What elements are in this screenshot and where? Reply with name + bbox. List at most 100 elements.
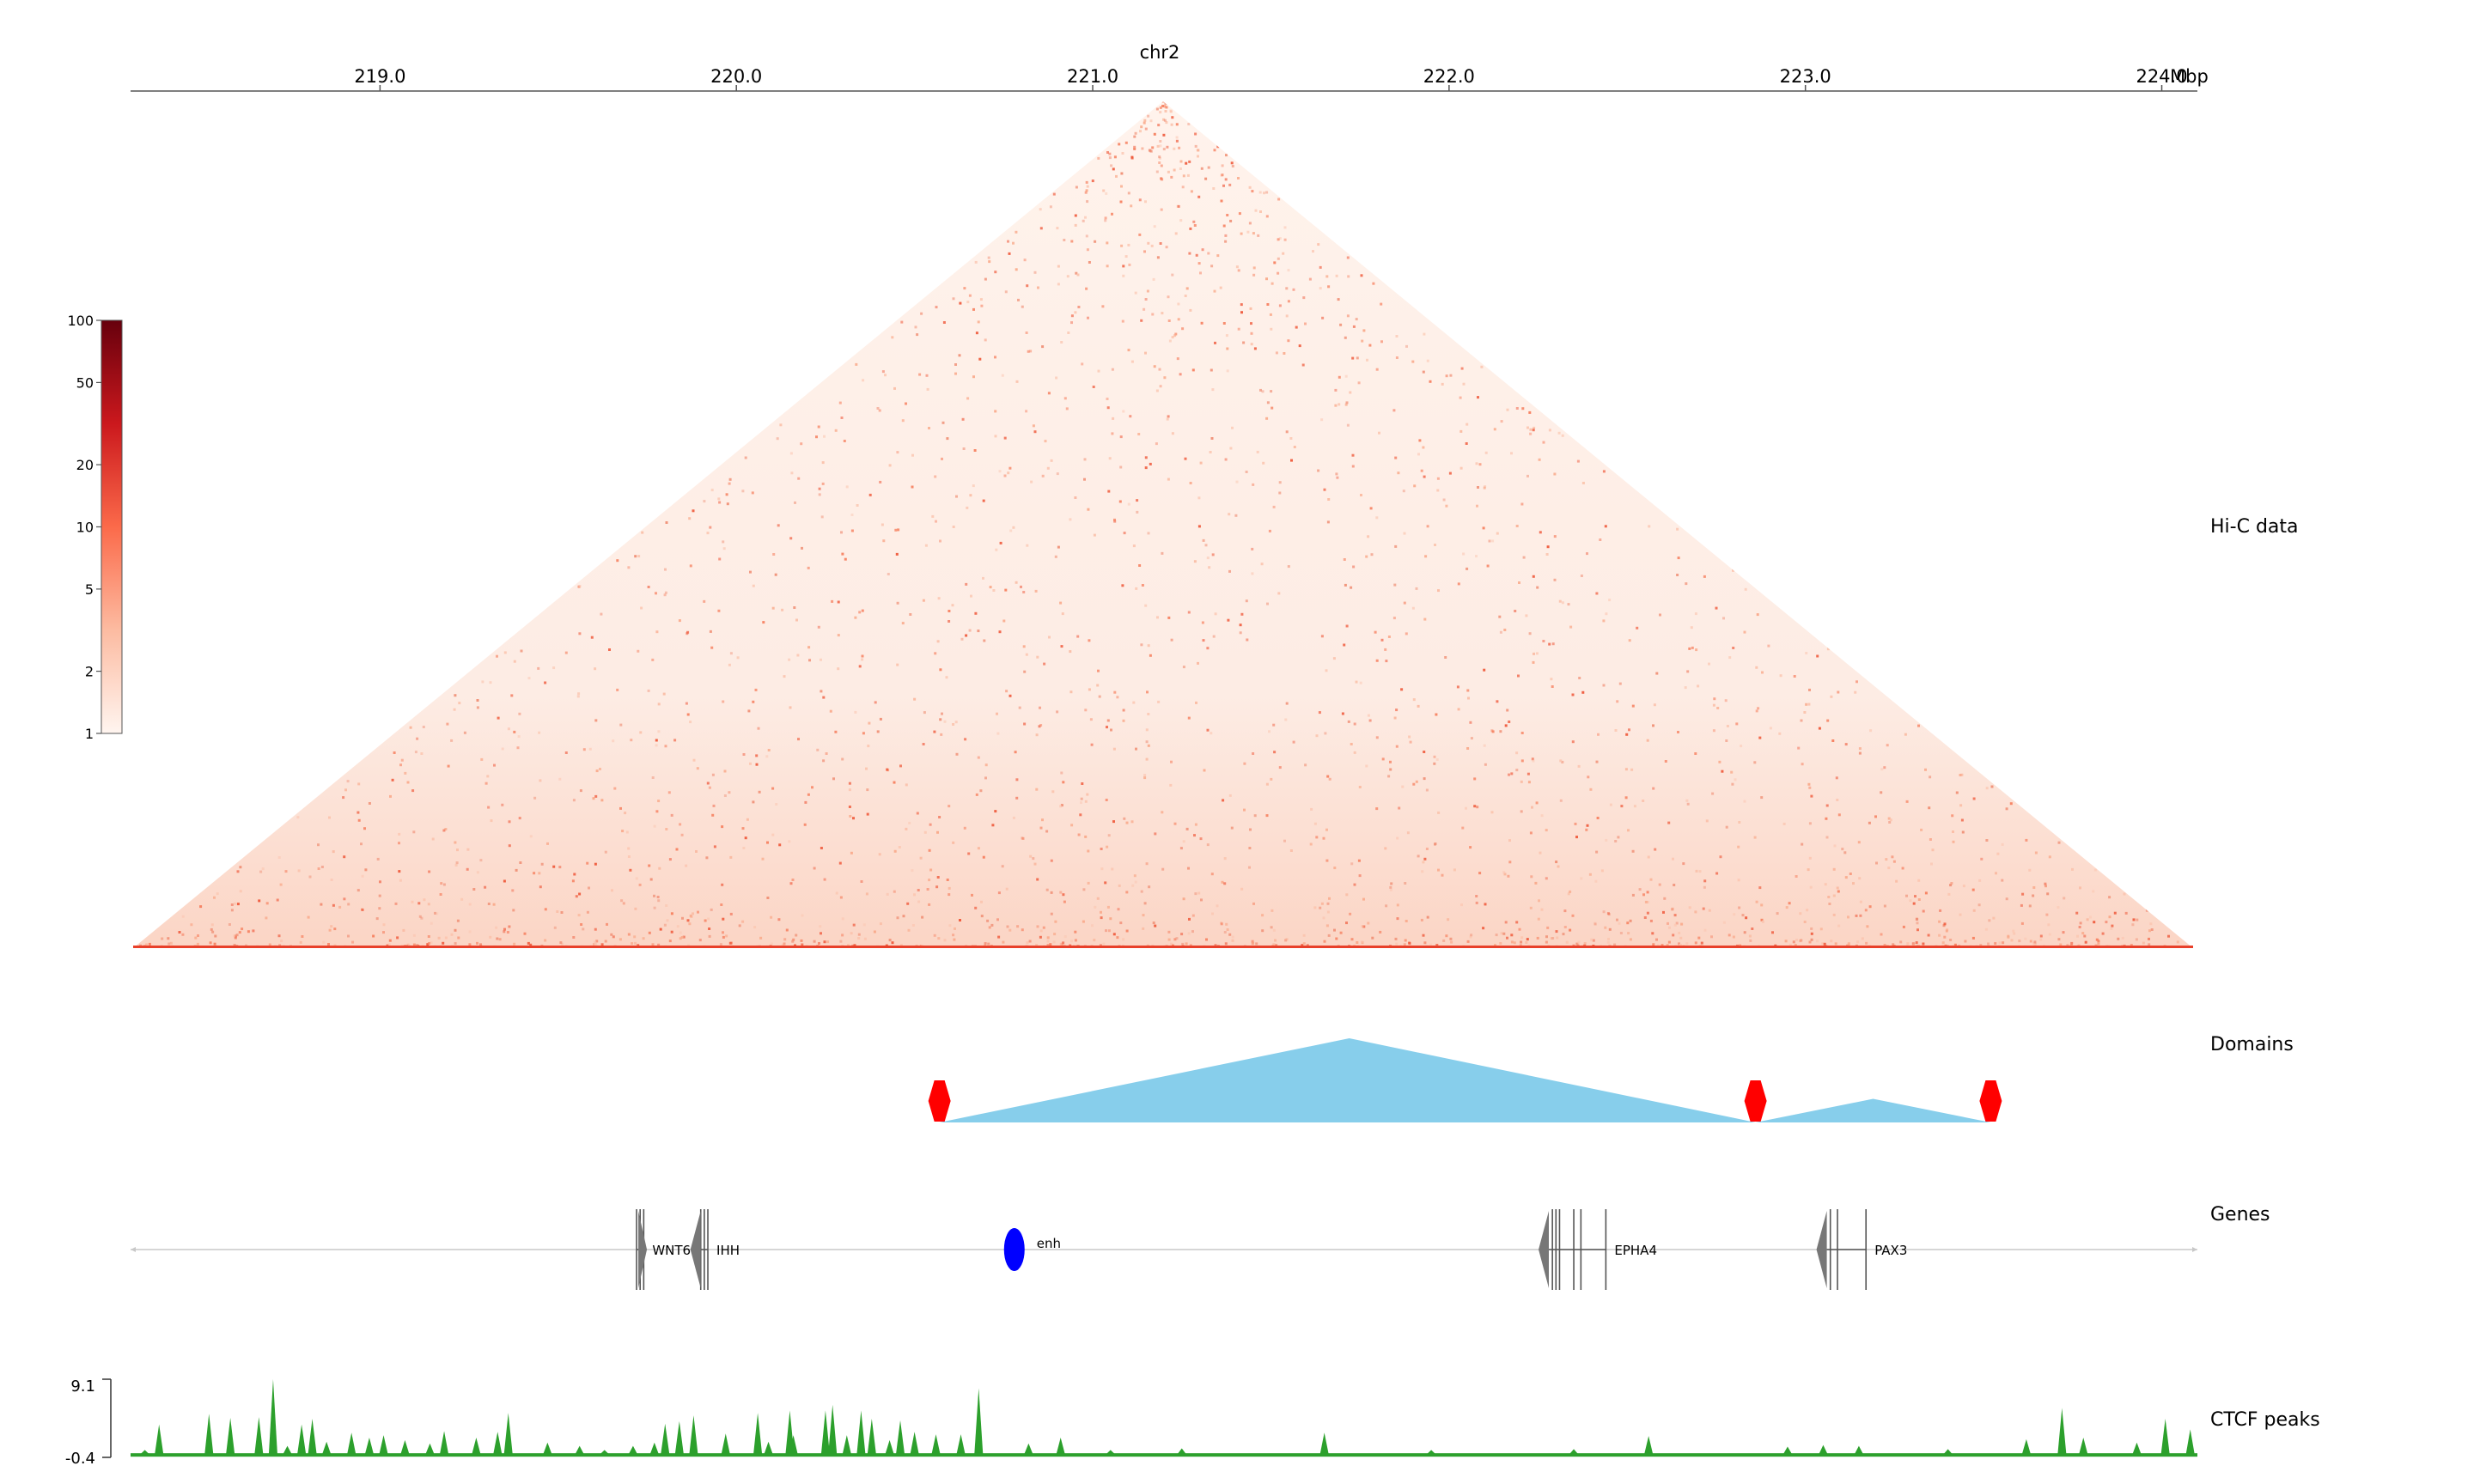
hic-contact-cell (1275, 351, 1278, 355)
ctcf-baseline (131, 1453, 2197, 1457)
hic-contact-cell (656, 896, 660, 898)
hic-contact-cell (479, 859, 483, 862)
hic-contact-cell (2093, 868, 2097, 872)
hic-contact-cell (860, 880, 863, 883)
hic-contact-cell (948, 805, 951, 808)
hic-contact-cell (1422, 934, 1425, 937)
hic-contact-cell (793, 606, 796, 609)
hic-contact-cell (1915, 941, 1918, 945)
hic-contact-cell (816, 748, 820, 751)
hic-contact-cell (1642, 800, 1645, 802)
hic-contact-cell (1191, 914, 1195, 917)
hic-contact-cell (1111, 432, 1114, 435)
hic-contact-cell (649, 878, 653, 881)
hic-contact-cell (682, 935, 686, 939)
hic-contact-cell (1753, 836, 1757, 839)
hic-contact-cell (1384, 648, 1387, 651)
hic-contact-cell (1175, 139, 1179, 143)
hic-contact-cell (1252, 902, 1255, 905)
hic-contact-cell (678, 619, 681, 623)
ctcf-peak (140, 1450, 149, 1455)
ctcf-peak (472, 1438, 481, 1455)
ctcf-peak (820, 1410, 830, 1455)
hic-contact-cell (900, 320, 904, 324)
hic-contact-cell (1150, 244, 1154, 247)
hic-contact-cell (1946, 928, 1949, 932)
hic-contact-cell (720, 903, 723, 906)
hic-contact-cell (2001, 879, 2004, 882)
hic-contact-cell (1266, 602, 1269, 605)
hic-contact-cell (1496, 532, 1499, 535)
hic-contact-cell (2132, 918, 2136, 921)
hic-contact-cell (209, 941, 212, 945)
hic-contact-cell (496, 654, 498, 658)
hic-contact-cell (857, 933, 861, 936)
ctcf-peak (828, 1404, 838, 1455)
hic-contact-cell (911, 453, 914, 457)
hic-contact-cell (1631, 704, 1635, 708)
hic-contact-cell (1140, 319, 1143, 322)
hic-contact-cell (1074, 223, 1077, 227)
hic-contact-cell (1653, 703, 1656, 707)
hic-contact-cell (1553, 578, 1557, 581)
hic-contact-cell (1321, 316, 1325, 319)
hic-contact-cell (818, 493, 821, 496)
hic-contact-cell (1433, 755, 1436, 758)
hic-contact-cell (1361, 941, 1364, 945)
hic-contact-cell (228, 923, 231, 926)
hic-contact-cell (953, 938, 956, 941)
hic-contact-cell (1608, 928, 1612, 931)
hic-contact-cell (1423, 777, 1426, 781)
hic-contact-cell (887, 573, 890, 575)
hic-contact-cell (651, 658, 655, 661)
hic-contact-cell (1725, 739, 1728, 742)
hic-contact-cell (1731, 782, 1734, 786)
hic-contact-cell (1204, 177, 1208, 180)
hic-contact-cell (2039, 938, 2043, 941)
hic-contact-cell (2078, 926, 2081, 928)
hic-contact-cell (1325, 924, 1329, 928)
hic-contact-cell (1655, 938, 1658, 941)
hic-contact-cell (1794, 944, 1797, 946)
hic-contact-cell (1475, 901, 1478, 904)
hic-contact-cell (984, 277, 987, 281)
hic-contact-cell (564, 651, 568, 654)
hic-contact-cell (783, 675, 786, 678)
hic-contact-cell (1320, 635, 1324, 638)
hic-contact-cell (1243, 808, 1246, 812)
hic-contact-cell (1375, 736, 1379, 739)
hic-contact-cell (1237, 177, 1240, 179)
hic-contact-cell (1326, 902, 1330, 905)
hic-contact-cell (1654, 848, 1657, 851)
hic-contact-cell (1345, 921, 1348, 925)
hic-contact-cell (1211, 388, 1215, 392)
hic-contact-cell (1222, 799, 1225, 802)
hic-contact-cell (1171, 336, 1174, 339)
hic-contact-cell (1164, 110, 1167, 113)
hic-contact-cell (1362, 897, 1365, 901)
hic-contact-cell (1442, 939, 1446, 942)
hic-contact-cell (1270, 926, 1273, 929)
hic-contact-cell (1477, 396, 1479, 399)
hic-contact-cell (1362, 329, 1366, 332)
hic-contact-cell (1171, 273, 1174, 277)
hic-contact-cell (1188, 160, 1191, 163)
hic-contact-cell (1197, 262, 1201, 265)
hic-contact-cell (1060, 645, 1063, 648)
hic-contact-cell (1494, 944, 1496, 947)
hic-contact-cell (1924, 768, 1927, 771)
hic-contact-cell (1082, 920, 1085, 923)
hic-contact-cell (440, 882, 443, 885)
hic-contact-cell (1212, 187, 1216, 190)
hic-contact-cell (1517, 674, 1520, 678)
hic-contact-cell (1375, 659, 1379, 662)
hic-contact-cell (1947, 892, 1951, 896)
hic-contact-cell (841, 552, 844, 556)
hic-contact-cell (1228, 513, 1231, 516)
hic-contact-cell (2089, 915, 2092, 919)
hic-contact-cell (412, 830, 416, 834)
hic-contact-cell (579, 789, 582, 793)
hic-contact-cell (1035, 733, 1039, 737)
hic-contact-cell (454, 928, 457, 932)
hic-contact-cell (1375, 807, 1379, 811)
